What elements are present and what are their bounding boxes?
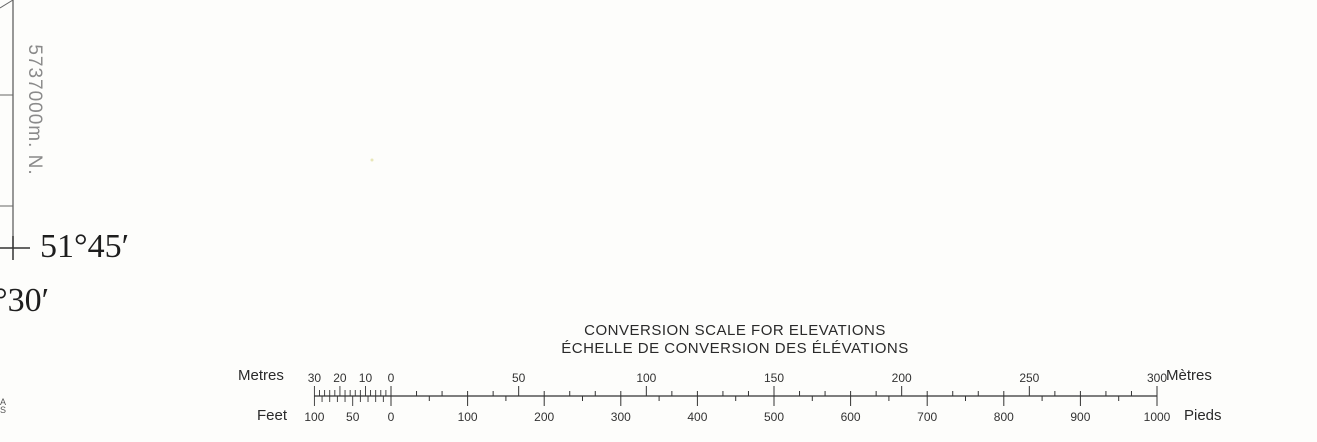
metre-tick-label: 200 [892, 371, 912, 385]
metre-tick-label: 50 [512, 371, 526, 385]
metre-subtick-label: 30 [308, 371, 322, 385]
feet-tick-label: 800 [994, 410, 1014, 424]
metre-tick-label: 300 [1147, 371, 1167, 385]
metre-tick-label: 150 [764, 371, 784, 385]
feet-label-fr: Pieds [1184, 407, 1222, 424]
feet-tick-label: 100 [458, 410, 478, 424]
feet-label: Feet [257, 407, 288, 424]
metre-tick-label: 100 [636, 371, 656, 385]
feet-tick-label: 500 [764, 410, 784, 424]
scale-title-en: CONVERSION SCALE FOR ELEVATIONS [584, 322, 886, 339]
metres-label: Metres [238, 367, 284, 384]
feet-tick-label: 400 [687, 410, 707, 424]
scale-title-fr: ÉCHELLE DE CONVERSION DES ÉLÉVATIONS [561, 340, 909, 357]
feet-subtick-label: 50 [346, 410, 360, 424]
feet-tick-label: 0 [388, 410, 395, 424]
feet-tick-label: 600 [841, 410, 861, 424]
metre-tick-label: 0 [388, 371, 395, 385]
feet-subtick-label: 100 [304, 410, 324, 424]
edge-letter: S [0, 405, 7, 415]
metre-subtick-label: 10 [359, 371, 373, 385]
longitude-label: °30′ [0, 282, 50, 319]
feet-tick-label: 700 [917, 410, 937, 424]
feet-tick-label: 200 [534, 410, 554, 424]
feet-tick-label: 300 [611, 410, 631, 424]
latitude-label: 51°45′ [40, 228, 130, 265]
edge-letter: A [0, 397, 7, 407]
feet-tick-label: 1000 [1144, 410, 1171, 424]
metre-subtick-label: 20 [333, 371, 347, 385]
edge-letters: A S [0, 397, 7, 415]
metres-label-fr: Mètres [1166, 367, 1212, 384]
metre-tick-label: 250 [1019, 371, 1039, 385]
feet-tick-label: 900 [1070, 410, 1090, 424]
